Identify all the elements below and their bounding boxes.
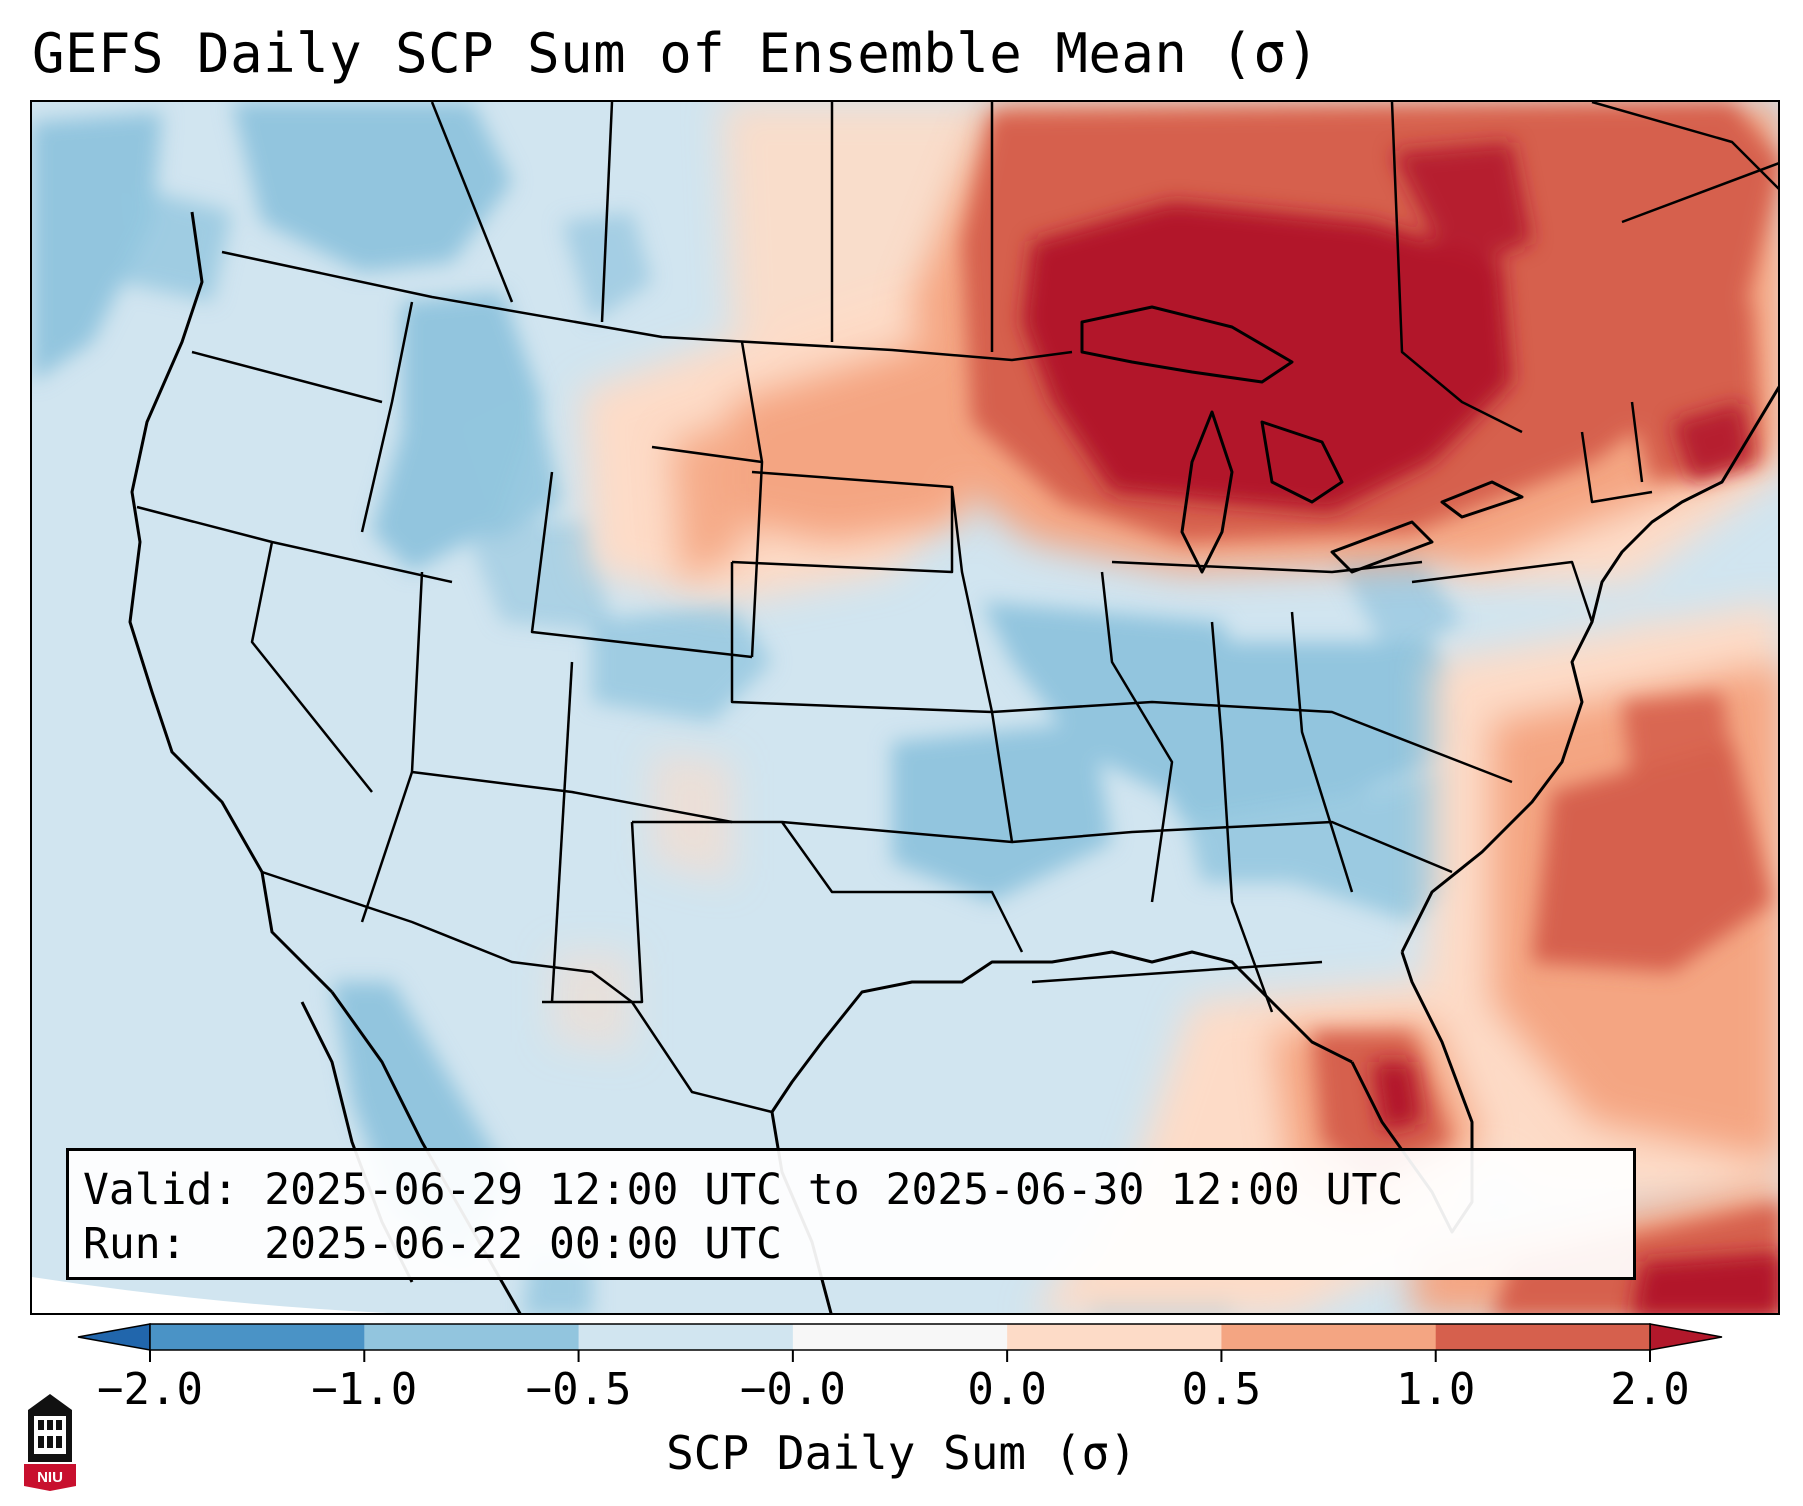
colorbar-title: SCP Daily Sum (σ)	[666, 1426, 1137, 1480]
colorbar-bin	[364, 1324, 580, 1350]
colorbar	[77, 1323, 1723, 1362]
colorbar-tick-label: 0.0	[967, 1364, 1047, 1415]
colorbar-bin	[1435, 1324, 1651, 1350]
colorbar-over-extension	[1649, 1323, 1723, 1351]
colorbar-tick-label: −0.0	[739, 1364, 846, 1415]
map-title: GEFS Daily SCP Sum of Ensemble Mean (σ)	[32, 22, 1320, 85]
colorbar-tick-label: 0.5	[1181, 1364, 1262, 1415]
valid-time-range: 2025-06-29 12:00 UTC to 2025-06-30 12:00…	[264, 1165, 1404, 1215]
validity-info-box: Valid: 2025-06-29 12:00 UTC to 2025-06-3…	[66, 1148, 1636, 1280]
colorbar-bin	[150, 1324, 365, 1350]
colorbar-outline	[149, 1323, 1651, 1351]
colorbar-tick-label: −2.0	[97, 1364, 203, 1415]
colorbar-tick-label: −0.5	[525, 1364, 632, 1415]
colorbar-bin	[1007, 1324, 1222, 1350]
colorbar-tick-label: −1.0	[311, 1364, 418, 1415]
map-panel[interactable]	[30, 100, 1780, 1315]
political-borders	[136, 102, 1778, 1114]
off-domain-area	[32, 1277, 388, 1313]
run-label: Run:	[83, 1219, 187, 1269]
logo-text: NIU	[37, 1469, 63, 1486]
field-extreme-positive	[1022, 142, 1778, 1313]
colorbar-bin	[578, 1324, 794, 1350]
run-time: 2025-06-22 00:00 UTC	[264, 1219, 782, 1269]
great-lakes	[1080, 305, 1524, 574]
niu-logo-icon: NIU	[24, 1394, 76, 1491]
colorbar-tick-label: 2.0	[1610, 1364, 1690, 1415]
field-negative	[32, 102, 1502, 1313]
colorbar-bin	[1221, 1324, 1437, 1350]
colorbar-under-extension	[77, 1323, 151, 1351]
colorbar-tick-label: 1.0	[1395, 1364, 1476, 1415]
map-canvas	[32, 102, 1778, 1313]
colorbar-bin	[792, 1324, 1008, 1350]
valid-label: Valid:	[83, 1165, 239, 1215]
